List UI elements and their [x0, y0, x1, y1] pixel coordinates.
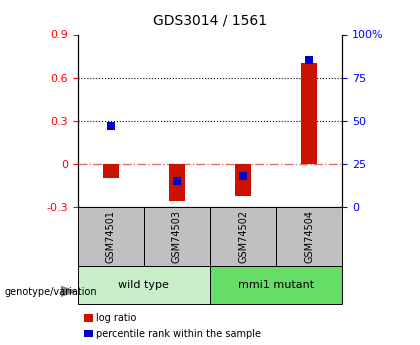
- Bar: [276, 207, 342, 266]
- Text: GSM74501: GSM74501: [106, 210, 116, 263]
- Text: GSM74503: GSM74503: [172, 210, 182, 263]
- Text: genotype/variation: genotype/variation: [4, 287, 97, 296]
- Text: mmi1 mutant: mmi1 mutant: [238, 280, 314, 289]
- Point: [306, 58, 312, 63]
- Bar: [235, 164, 251, 196]
- Text: percentile rank within the sample: percentile rank within the sample: [96, 329, 261, 338]
- Text: GSM74502: GSM74502: [238, 210, 248, 263]
- Bar: [102, 164, 119, 178]
- Point: [108, 123, 114, 129]
- Bar: [78, 266, 210, 304]
- Text: GSM74504: GSM74504: [304, 210, 314, 263]
- Bar: [78, 207, 144, 266]
- Point: [173, 178, 180, 184]
- Bar: [301, 63, 318, 164]
- Bar: [210, 207, 276, 266]
- Text: wild type: wild type: [118, 280, 169, 289]
- Text: log ratio: log ratio: [96, 313, 136, 323]
- Text: GDS3014 / 1561: GDS3014 / 1561: [153, 14, 267, 28]
- Bar: [169, 164, 185, 200]
- Polygon shape: [61, 286, 78, 297]
- Bar: [210, 266, 342, 304]
- Point: [240, 173, 247, 179]
- Bar: [144, 207, 210, 266]
